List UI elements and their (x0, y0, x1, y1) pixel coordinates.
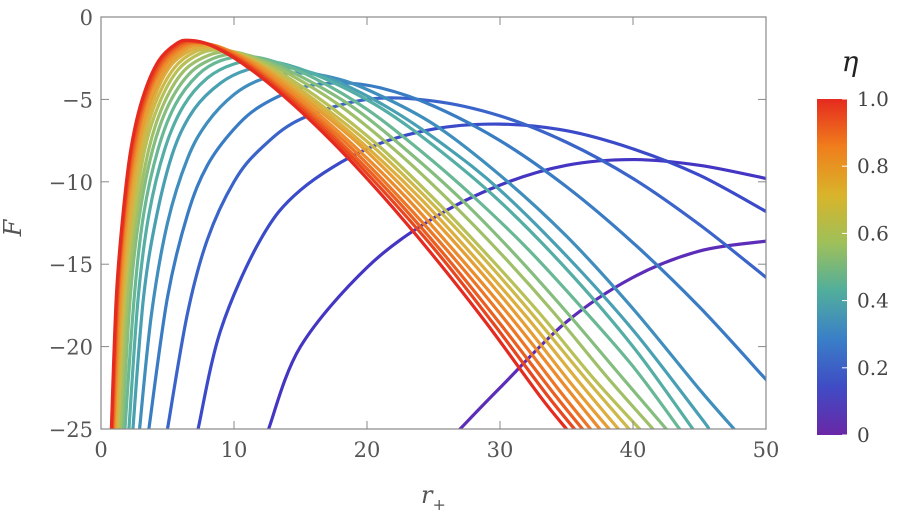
y-tick-label: −10 (49, 171, 93, 195)
series-line-9 (123, 54, 682, 429)
y-tick-label: −20 (49, 336, 93, 360)
colorbar-tick-label: 0.6 (857, 221, 889, 245)
x-tick-label: 20 (354, 438, 381, 462)
series-line-20 (109, 38, 569, 429)
colorbar-tick-label: 0.2 (857, 356, 889, 380)
series-line-3 (196, 122, 766, 429)
plot-lines-group (109, 38, 766, 429)
x-axis-label-subscript: + (432, 495, 445, 514)
x-tick-label: 10 (221, 438, 248, 462)
y-tick-label: −15 (49, 253, 93, 277)
colorbar: η 1.0 0.8 0.6 0.4 0.2 0 (817, 45, 889, 447)
x-axis-ticks: 0 10 20 30 40 50 (94, 17, 779, 462)
y-tick-label: −25 (49, 418, 93, 442)
x-tick-label: 30 (487, 438, 514, 462)
colorbar-tick-label: 0.4 (857, 289, 889, 313)
series-line-1 (458, 239, 766, 429)
colorbar-tick-label: 0 (857, 423, 870, 447)
y-tick-label: 0 (80, 6, 93, 30)
y-tick-label: −5 (62, 88, 93, 112)
colorbar-title: η (842, 45, 859, 78)
y-axis-ticks: 0 −5 −10 −15 −20 −25 (49, 6, 766, 442)
plot-frame (100, 16, 767, 430)
y-axis-label: F (0, 218, 27, 237)
colorbar-tick-label: 1.0 (857, 87, 889, 111)
series-line-7 (131, 64, 711, 429)
x-tick-label: 50 (753, 438, 780, 462)
colorbar-ticks: 1.0 0.8 0.6 0.4 0.2 0 (842, 87, 889, 447)
x-tick-label: 40 (620, 438, 647, 462)
series-line-2 (266, 157, 766, 429)
x-tick-label: 0 (94, 438, 107, 462)
colorbar-tick-label: 0.8 (857, 154, 889, 178)
x-axis-label: r+ (421, 481, 446, 514)
colorbar-ramp (817, 99, 847, 435)
x-axis-label-main: r (421, 481, 434, 509)
